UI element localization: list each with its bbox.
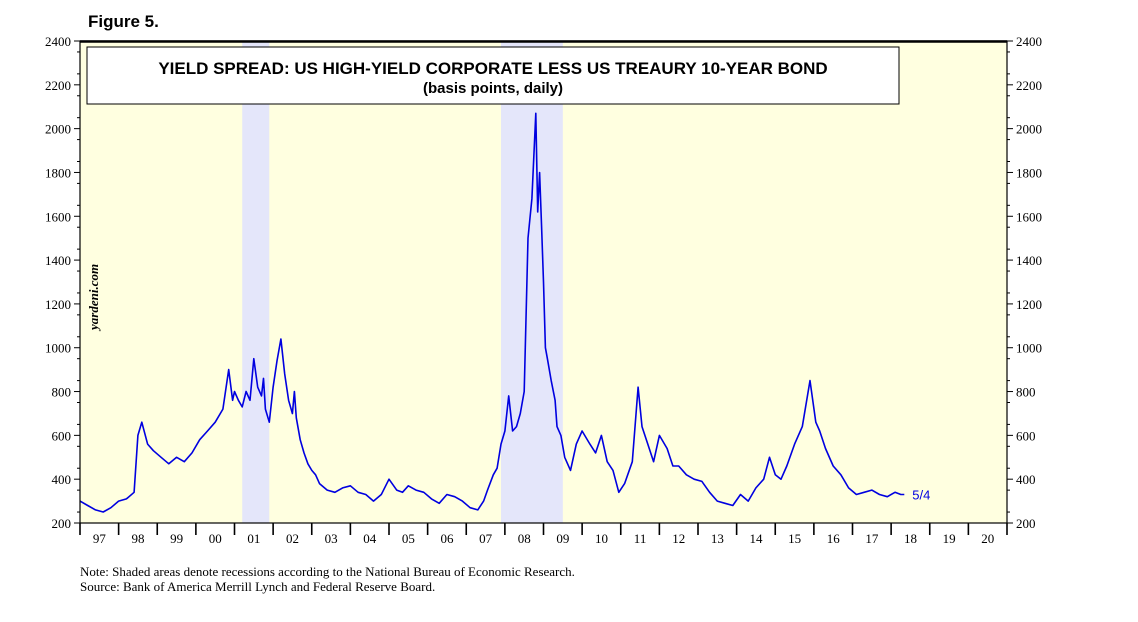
x-tick-label: 12 — [672, 531, 685, 546]
y-tick-label-right: 200 — [1016, 516, 1036, 531]
watermark: yardeni.com — [86, 264, 101, 332]
y-tick-label-left: 400 — [52, 472, 72, 487]
x-tick-label: 00 — [209, 531, 222, 546]
y-tick-label-left: 2000 — [45, 122, 71, 137]
y-tick-label-right: 1400 — [1016, 253, 1042, 268]
x-tick-label: 20 — [981, 531, 994, 546]
footnotes: Note: Shaded areas denote recessions acc… — [80, 564, 575, 594]
y-tick-label-right: 1000 — [1016, 341, 1042, 356]
y-tick-label-left: 600 — [52, 428, 72, 443]
x-tick-label: 18 — [904, 531, 917, 546]
y-tick-label-left: 1000 — [45, 341, 71, 356]
x-tick-label: 98 — [131, 531, 144, 546]
series-line-yield-spread — [79, 112, 905, 513]
title-box — [86, 46, 900, 105]
y-tick-label-right: 2400 — [1016, 34, 1042, 49]
x-tick-label: 09 — [556, 531, 569, 546]
x-tick-label: 15 — [788, 531, 801, 546]
x-tick-label: 01 — [247, 531, 260, 546]
y-axis-left: 200 400 600 800 1000 1200 1400 1600 1800 2000 2200… — [45, 34, 80, 531]
x-tick-label: 06 — [440, 531, 454, 546]
y-axis-right: 200 400 600 800 1000 1200 1400 1600 1800 2000 2200… — [1007, 34, 1042, 531]
y-tick-label-left: 2200 — [45, 78, 71, 93]
x-tick-label: 02 — [286, 531, 299, 546]
x-tick-label: 19 — [943, 531, 956, 546]
x-tick-label: 11 — [634, 531, 647, 546]
y-tick-label-left: 2400 — [45, 34, 71, 49]
y-tick-label-right: 1200 — [1016, 297, 1042, 312]
recession-band-2 — [501, 41, 563, 523]
y-tick-label-right: 1600 — [1016, 209, 1042, 224]
y-tick-label-left: 1400 — [45, 253, 71, 268]
x-tick-label: 03 — [325, 531, 338, 546]
x-tick-label: 08 — [518, 531, 531, 546]
y-tick-label-right: 600 — [1016, 428, 1036, 443]
y-tick-label-right: 2200 — [1016, 78, 1042, 93]
x-tick-label: 04 — [363, 531, 377, 546]
y-tick-label-left: 200 — [52, 516, 72, 531]
figure-label: Figure 5. — [88, 12, 159, 31]
recession-band-1 — [242, 41, 270, 523]
y-tick-label-right: 400 — [1016, 472, 1036, 487]
source-text: Source: Bank of America Merrill Lynch an… — [80, 579, 436, 594]
x-tick-label: 16 — [827, 531, 841, 546]
x-tick-label: 17 — [865, 531, 879, 546]
x-tick-label: 05 — [402, 531, 415, 546]
x-tick-label: 13 — [711, 531, 724, 546]
x-tick-label: 10 — [595, 531, 608, 546]
chart-subtitle: (basis points, daily) — [423, 80, 563, 97]
y-tick-label-left: 800 — [52, 385, 72, 400]
x-tick-label: 99 — [170, 531, 183, 546]
y-tick-label-right: 800 — [1016, 385, 1036, 400]
y-tick-label-right: 2000 — [1016, 122, 1042, 137]
chart-title: YIELD SPREAD: US HIGH-YIELD CORPORATE LE… — [158, 59, 827, 78]
y-tick-label-left: 1600 — [45, 209, 71, 224]
end-annotation: 5/4 — [912, 488, 930, 503]
y-tick-label-right: 1800 — [1016, 165, 1042, 180]
recession-bands — [242, 41, 563, 523]
y-tick-label-left: 1800 — [45, 165, 71, 180]
note-text: Note: Shaded areas denote recessions acc… — [80, 564, 575, 579]
x-tick-label: 14 — [749, 531, 763, 546]
x-tick-label: 07 — [479, 531, 493, 546]
y-tick-label-left: 1200 — [45, 297, 71, 312]
chart: YIELD SPREAD: US HIGH-YIELD CORPORATE LE… — [45, 34, 1042, 546]
x-tick-label: 97 — [93, 531, 107, 546]
x-axis: 97 98 99 00 01 02 03 04 05 06 07 08 09 10 11 12 13 14 15 16… — [79, 523, 1008, 546]
